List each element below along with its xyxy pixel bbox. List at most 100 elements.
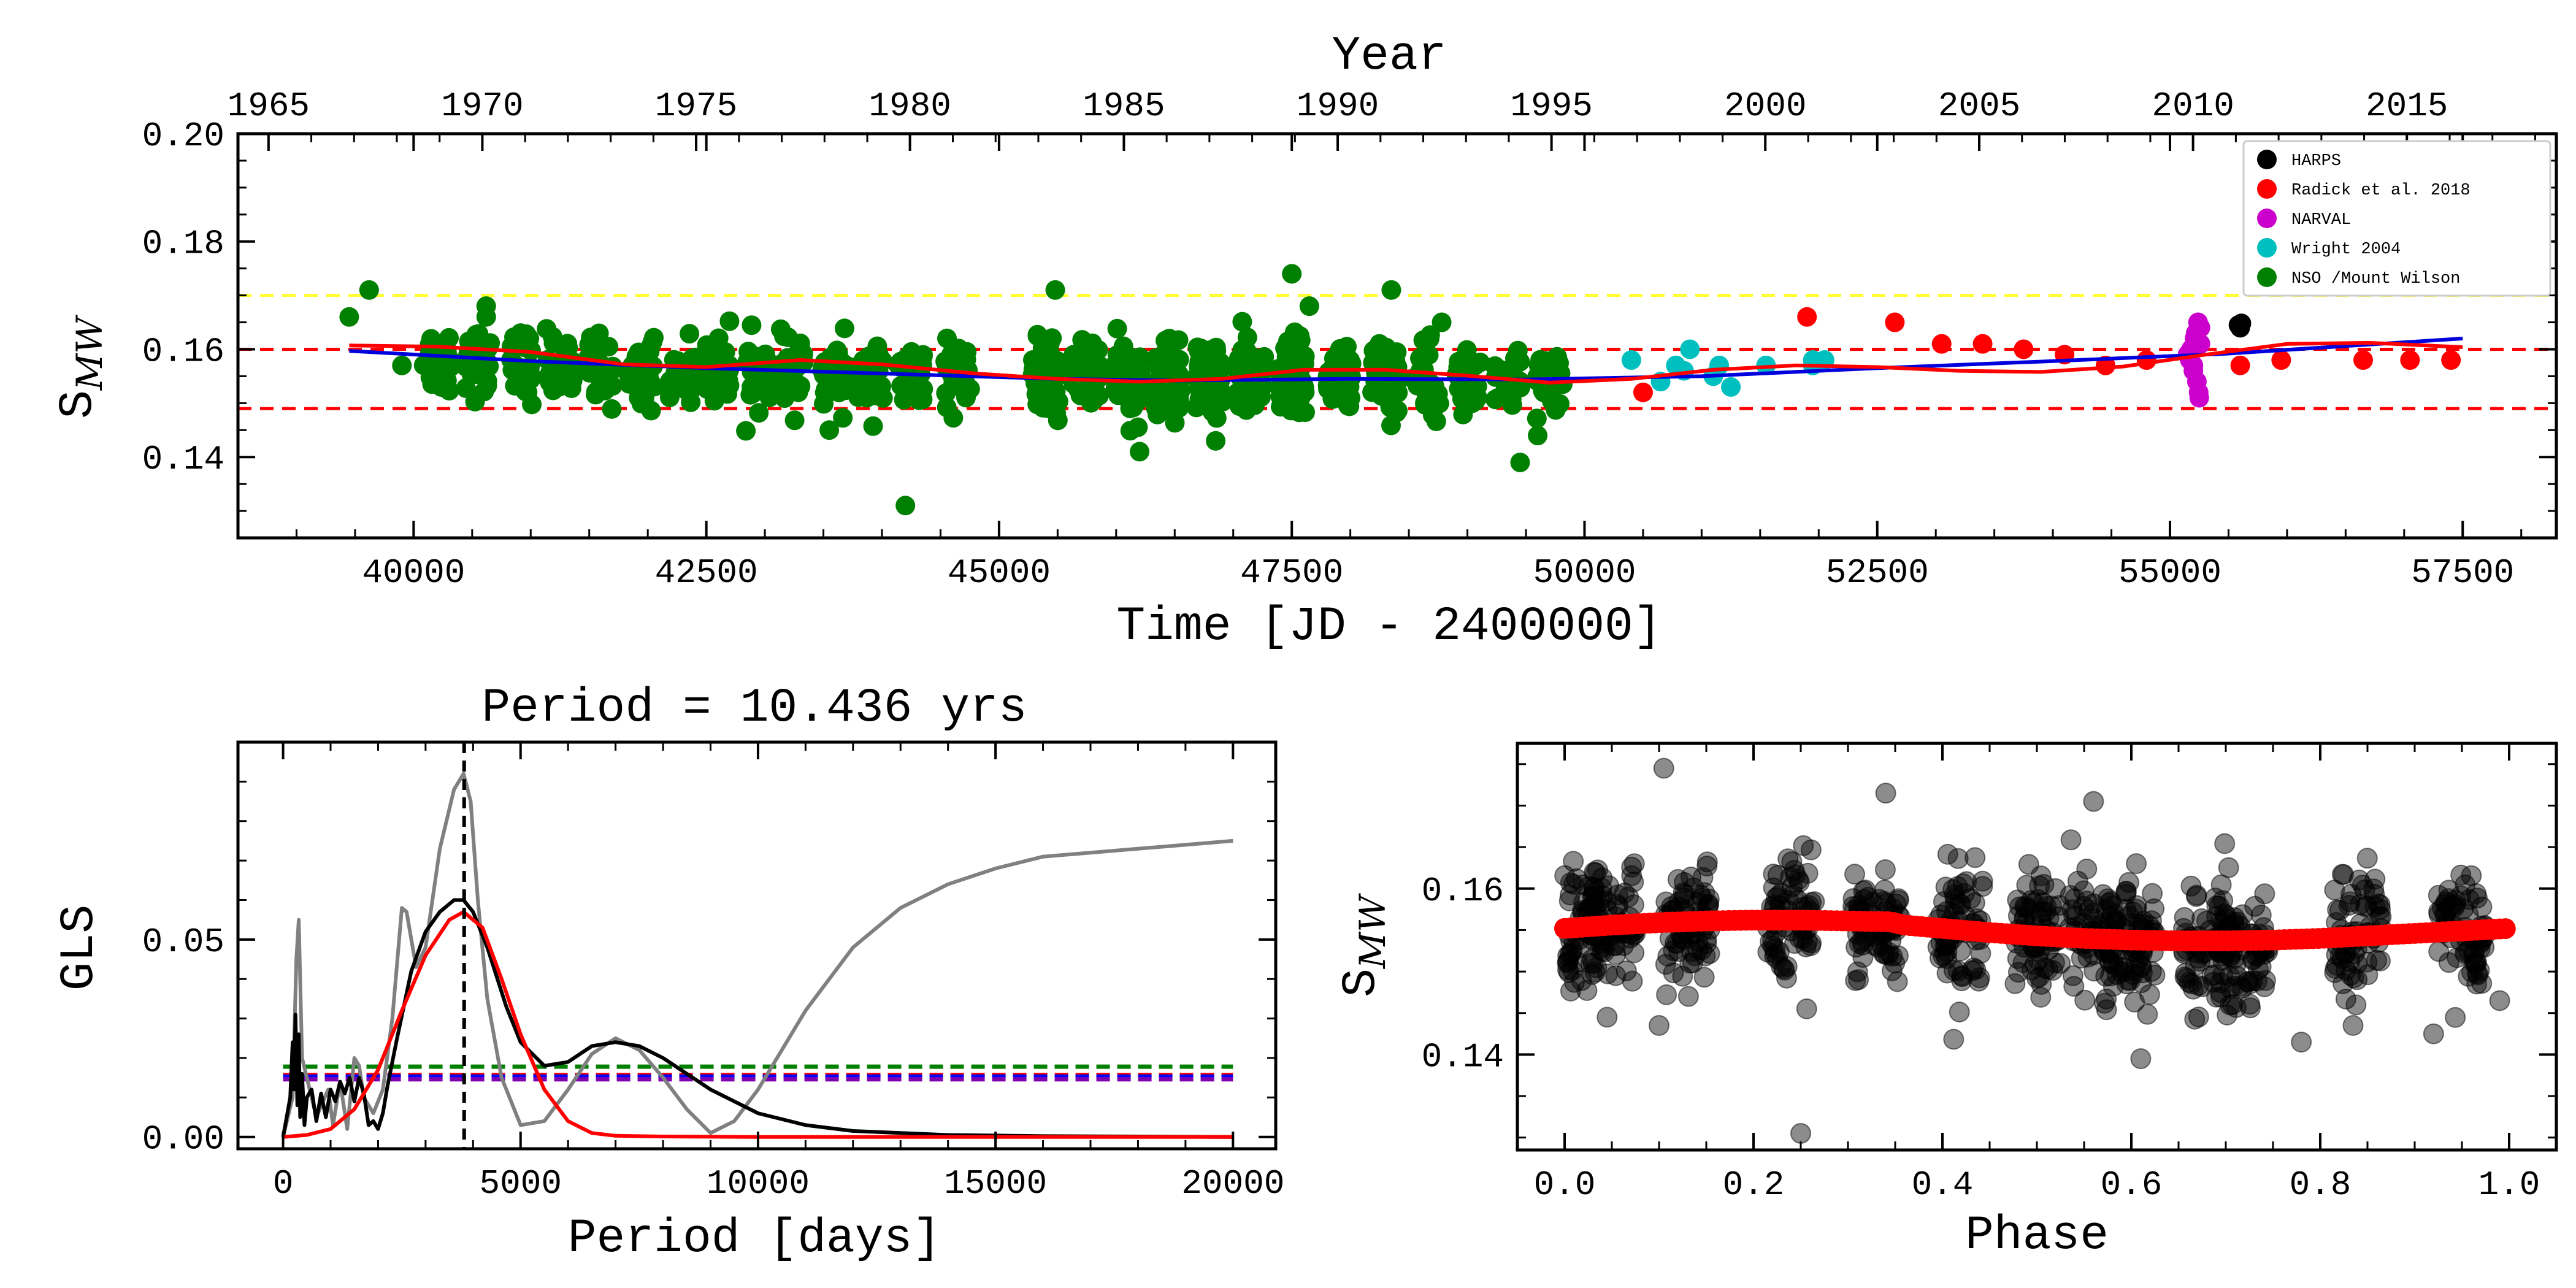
phase-data-point: [2064, 888, 2085, 910]
phase-data-point: [2114, 961, 2135, 982]
phase-data-point: [2342, 1015, 2364, 1036]
phase-data-point: [2176, 968, 2198, 989]
phase-data-point: [2191, 908, 2212, 929]
phase-data-point: [2219, 994, 2241, 1016]
time-series-xtick-label: 50000: [1533, 553, 1636, 592]
nso-mount-wilson-point: [891, 376, 911, 396]
phase-data-point: [2030, 865, 2052, 887]
legend-marker: [2257, 209, 2277, 228]
legend-marker: [2257, 150, 2277, 169]
phase-data-point: [1968, 970, 1990, 992]
phase-data-point: [1696, 851, 1718, 873]
phase-data-point: [2371, 906, 2392, 927]
nso-mount-wilson-point: [1248, 355, 1268, 375]
nso-mount-wilson-point: [1156, 381, 1176, 401]
phase-data-point: [1777, 848, 1799, 870]
nso-mount-wilson-point: [742, 315, 762, 335]
phase-data-point: [2174, 907, 2195, 928]
nso-mount-wilson-point: [465, 391, 485, 412]
nso-mount-wilson-point: [1073, 366, 1094, 386]
phase-data-point: [2291, 1032, 2312, 1053]
wright-2004-point: [1721, 377, 1741, 397]
wright-2004-point: [1680, 339, 1700, 359]
wright-2004-point: [1709, 355, 1729, 375]
phase-model-point: [2494, 918, 2516, 940]
legend-box: [2242, 140, 2551, 297]
phase-data-point: [1956, 871, 1977, 892]
time-series-xlabel: Time [JD - 2400000]: [1116, 600, 1662, 654]
nso-mount-wilson-point: [1282, 264, 1302, 284]
phase-data-point: [2130, 1048, 2152, 1070]
nso-mount-wilson-point: [778, 327, 798, 347]
phase-data-point: [2250, 905, 2272, 926]
phase-data-point: [2030, 987, 2052, 1008]
nso-mount-wilson-point: [439, 381, 459, 401]
nso-mount-wilson-point: [659, 387, 680, 407]
nso-mount-wilson-point: [1413, 330, 1433, 350]
phase-data-point: [2007, 905, 2029, 927]
nso-mount-wilson-point: [1510, 452, 1530, 472]
radick-et-al-2018-point: [1797, 307, 1817, 327]
phase-data-point: [2188, 975, 2209, 996]
phase-data-point: [2076, 858, 2098, 880]
nso-mount-wilson-point: [510, 323, 531, 343]
nso-mount-wilson-point: [1432, 312, 1452, 332]
phase-data-point: [2062, 965, 2083, 986]
legend-marker: [2257, 238, 2277, 258]
phase-data-point: [2020, 890, 2042, 911]
nso-mount-wilson-point: [861, 374, 881, 394]
legend-marker: [2257, 267, 2277, 287]
nso-mount-wilson-point: [1107, 318, 1127, 339]
year-tick-label: 1980: [868, 86, 951, 126]
phase-data-point: [1950, 940, 1971, 962]
nso-mount-wilson-point: [743, 383, 763, 404]
phase-data-point: [2074, 989, 2096, 1011]
phase-data-point: [1937, 843, 1958, 865]
nso-mount-wilson-point: [1033, 397, 1053, 418]
phase-data-point: [2033, 874, 2055, 895]
phase-data-point: [2212, 890, 2234, 911]
nso-mount-wilson-point: [1240, 378, 1260, 399]
nso-mount-wilson-point: [413, 355, 434, 375]
phase-data-point: [2115, 883, 2137, 905]
nso-mount-wilson-point: [1533, 382, 1554, 402]
radick-et-al-2018-point: [1885, 312, 1905, 332]
phase-data-point: [1607, 884, 1628, 906]
time-series-xtick-label: 40000: [362, 553, 465, 592]
phase-data-point: [2229, 976, 2251, 997]
phase-data-point: [2214, 833, 2236, 854]
legend-label: NARVAL: [2291, 211, 2351, 229]
phase-data-point: [1597, 1006, 1618, 1028]
phase-data-point: [2124, 991, 2145, 1013]
phase-folded-xtick-label: 1.0: [2478, 1165, 2540, 1205]
nso-mount-wilson-point: [476, 307, 496, 327]
radick-et-al-2018-point: [2441, 350, 2461, 370]
narval-point: [2188, 382, 2209, 402]
nso-mount-wilson-point: [1194, 345, 1214, 365]
year-tick-label: 1975: [655, 86, 737, 126]
phase-data-point: [2218, 857, 2239, 878]
phase-data-point: [2096, 999, 2117, 1021]
phase-data-point: [1949, 893, 1971, 914]
nso-mount-wilson-point: [1159, 329, 1179, 348]
phase-data-point: [1848, 969, 1869, 991]
phase-data-point: [2126, 853, 2147, 875]
time-series-plot-area: [238, 264, 2556, 516]
time-series-ytick-label: 0.16: [142, 332, 224, 371]
nso-mount-wilson-point: [1045, 280, 1065, 300]
phase-data-point: [2455, 874, 2476, 895]
time-series-xtick-label: 55000: [2118, 553, 2221, 592]
periodogram-xtick-label: 0: [273, 1164, 294, 1203]
phase-data-point: [1605, 965, 1627, 986]
phase-data-point: [2469, 960, 2490, 981]
nso-mount-wilson-point: [515, 381, 535, 402]
phase-folded-panel: Phase SMW 0.0 0.2 0.4 0.6 0.8 1.0 0.14 0.16: [1335, 742, 2558, 1263]
time-series-ytick-label: 0.18: [142, 224, 224, 264]
phase-data-point: [1655, 954, 1676, 975]
nso-mount-wilson-point: [466, 324, 486, 345]
time-series-xtick-label: 52500: [1826, 553, 1929, 592]
phase-data-point: [1947, 848, 1969, 869]
phase-data-point: [1781, 851, 1803, 872]
nso-mount-wilson-point: [1130, 347, 1150, 367]
radick-et-al-2018-point: [2400, 350, 2420, 370]
